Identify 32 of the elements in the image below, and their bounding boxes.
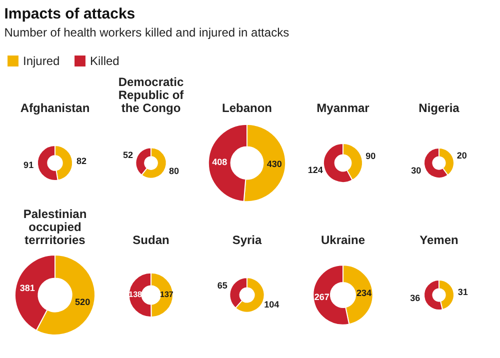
data-label: 408 [212, 156, 228, 167]
data-label: 65 [217, 280, 228, 291]
text: Number of health workers killed and injured in attacks [4, 25, 290, 40]
data-label: 430 [266, 159, 282, 170]
chart-title: Palestinian occupied terrritories [23, 207, 87, 247]
chart-title: Syria [232, 233, 262, 247]
legend-label: Injured [23, 54, 60, 68]
data-label: 52 [123, 150, 134, 160]
data-label: 30 [411, 165, 422, 176]
data-label: 36 [410, 292, 420, 303]
chart-title: Myanmar [316, 101, 370, 115]
data-label: 520 [75, 296, 90, 307]
legend-label: Killed [90, 54, 120, 68]
text: Afghanistan [20, 101, 90, 115]
data-label: 234 [356, 288, 372, 298]
chart-title: Lebanon [222, 101, 272, 115]
chart-title: Ukraine [320, 233, 366, 247]
data-label: 31 [458, 287, 468, 298]
data-label: 124 [308, 165, 323, 176]
data-label: 91 [24, 160, 34, 170]
text: Impacts of attacks [4, 5, 136, 22]
data-label: 20 [456, 150, 467, 161]
chart-title: Nigeria [418, 101, 460, 115]
data-label: 267 [314, 292, 330, 302]
chart-title: Democratic Republic of the Congo [118, 75, 185, 115]
data-label: 82 [76, 156, 86, 166]
data-label: 381 [20, 283, 35, 294]
chart-title: Yemen [420, 233, 458, 247]
data-label: 90 [366, 150, 376, 161]
data-label: 80 [168, 166, 179, 176]
data-label: 104 [264, 299, 280, 310]
chart-title: Sudan [132, 233, 170, 247]
